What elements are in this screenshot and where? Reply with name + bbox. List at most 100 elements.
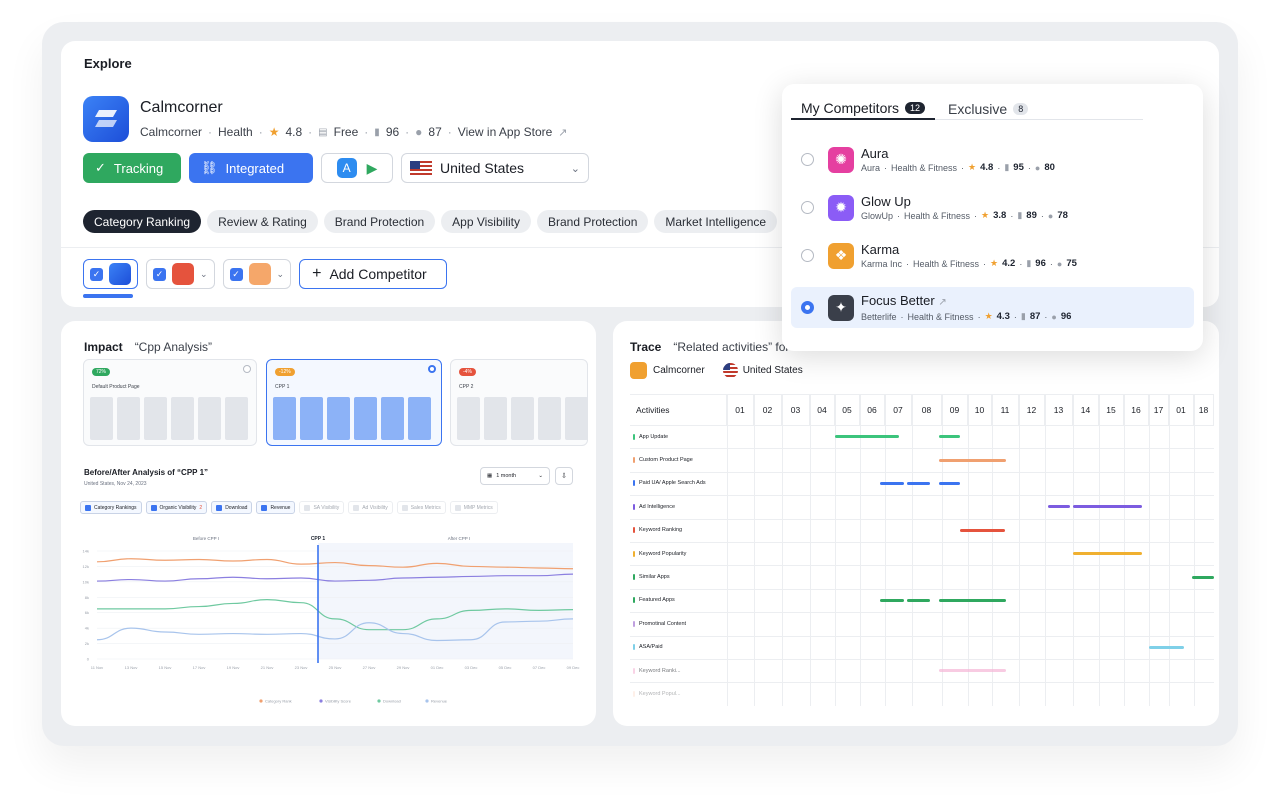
competitor-rank: 87 xyxy=(1029,311,1041,322)
activity-bar[interactable] xyxy=(939,482,961,485)
competitor-app-icon: ✹ xyxy=(828,194,854,221)
tab-exclusive[interactable]: Exclusive 8 xyxy=(938,98,1038,120)
competitor-option[interactable]: ✺ Aura Aura · Health & Fitness · ★ 4.8 · ▮ 95 · ● 80 xyxy=(791,139,1194,180)
checkbox-icon[interactable] xyxy=(85,504,91,511)
app-store-link[interactable]: View in App Store xyxy=(457,125,553,139)
activity-row-label[interactable]: Ad Intelligence xyxy=(630,495,727,518)
activity-bar[interactable] xyxy=(1149,645,1184,649)
x-tick-label: 15 Nov xyxy=(159,665,172,670)
competitor-chip-2[interactable]: ✓ ⌄ xyxy=(222,259,292,289)
metric-filter-chip[interactable]: MMP Metrics xyxy=(449,501,498,514)
checkbox-icon[interactable] xyxy=(401,504,408,511)
app-developer[interactable]: Calmcorner xyxy=(140,125,203,139)
metric-filter-chip[interactable]: SA Visibility xyxy=(299,501,345,514)
activity-row-label[interactable]: Paid UA/ Apple Search Ads xyxy=(630,472,727,495)
activity-color-marker xyxy=(633,644,635,651)
external-link-icon[interactable]: ↗ xyxy=(558,126,568,139)
country-selector[interactable]: United States ⌄ xyxy=(401,153,589,183)
activity-bar[interactable] xyxy=(939,669,1006,673)
checkbox-icon[interactable] xyxy=(304,504,311,511)
cpp-card-default[interactable]: 72% Default Product Page xyxy=(83,359,257,446)
activity-bar[interactable] xyxy=(1047,505,1071,509)
activity-bar[interactable] xyxy=(960,528,1006,532)
cpp-marker-label: CPP 1 xyxy=(311,536,326,542)
app-store-icon[interactable]: A xyxy=(336,158,357,178)
tracking-button[interactable]: ✓ Tracking xyxy=(83,153,181,183)
activity-bar[interactable] xyxy=(906,482,930,485)
activity-bar[interactable] xyxy=(939,435,961,439)
activity-bar[interactable] xyxy=(939,458,1006,462)
activity-row-label[interactable]: App Update xyxy=(630,425,727,448)
activity-bar[interactable] xyxy=(1191,575,1214,579)
chevron-down-icon[interactable]: ⌄ xyxy=(276,268,285,279)
competitor-chip-1[interactable]: ✓ ⌄ xyxy=(146,259,215,289)
cpp-radio-selected[interactable] xyxy=(428,365,436,373)
period-selector[interactable]: ▦ 1 month ⌄ xyxy=(480,467,550,485)
radio-button[interactable] xyxy=(801,301,814,314)
checkbox-checked-icon[interactable]: ✓ xyxy=(90,267,103,281)
integrated-button[interactable]: ⛓ Integrated xyxy=(189,153,313,183)
activity-row-label[interactable]: ASA/Paid xyxy=(630,636,727,659)
grid-column-line xyxy=(1169,395,1170,706)
tab-my-competitors[interactable]: My Competitors 12 xyxy=(791,98,936,120)
tab-brand-protection[interactable]: Brand Protection xyxy=(323,210,436,233)
cpp-card-2[interactable]: -4% CPP 2 xyxy=(450,359,588,446)
google-play-icon[interactable]: ▶ xyxy=(366,159,378,176)
tab-review-rating[interactable]: Review & Rating xyxy=(207,210,318,233)
activity-row-label[interactable]: Promotinal Content xyxy=(630,612,727,635)
cpp-card-1[interactable]: -12% CPP 1 xyxy=(266,359,442,446)
tab-market-intelligence[interactable]: Market Intelligence xyxy=(654,210,778,233)
activity-row-label[interactable]: Featured Apps xyxy=(630,589,727,612)
grid-row-line xyxy=(630,495,1214,497)
grid-column-line xyxy=(968,395,969,706)
cpp-radio[interactable] xyxy=(243,365,251,373)
checkbox-icon[interactable] xyxy=(454,504,461,511)
activity-bar[interactable] xyxy=(1073,505,1142,509)
activity-row-label[interactable]: Keyword Popul... xyxy=(630,682,727,705)
activity-bar[interactable] xyxy=(939,599,1006,602)
checkbox-checked-icon[interactable]: ✓ xyxy=(229,267,243,281)
activity-row-label[interactable]: Keyword Popularity xyxy=(630,542,727,565)
activity-bar[interactable] xyxy=(1073,552,1142,556)
tab-category-ranking[interactable]: Category Ranking xyxy=(83,210,202,233)
checkbox-icon[interactable] xyxy=(150,504,157,511)
activity-row-label[interactable]: Custom Product Page xyxy=(630,448,727,471)
radio-button[interactable] xyxy=(801,153,814,166)
metric-filter-chip[interactable]: Download xyxy=(211,501,253,514)
rank-icon: ▮ xyxy=(374,126,380,138)
competitor-chip-main[interactable]: ✓ xyxy=(83,259,138,289)
activity-row-label[interactable]: Keyword Ranking xyxy=(630,519,727,542)
checkbox-checked-icon[interactable]: ✓ xyxy=(153,267,166,281)
activity-bar[interactable] xyxy=(906,599,930,602)
activity-bar[interactable] xyxy=(880,599,904,602)
metric-filter-chip[interactable]: Revenue xyxy=(256,501,296,514)
metric-filter-chip[interactable]: Sales Metrics xyxy=(396,501,446,514)
checkbox-icon[interactable] xyxy=(261,504,268,511)
grid-column-line xyxy=(782,395,783,706)
checkbox-icon[interactable] xyxy=(353,504,360,511)
external-link-icon[interactable]: ↗ xyxy=(938,297,947,308)
activity-bar[interactable] xyxy=(880,482,904,485)
radio-button[interactable] xyxy=(801,249,814,262)
competitor-option[interactable]: ❖ Karma Karma Inc · Health & Fitness · ★ 4.2 · ▮ 9… xyxy=(791,235,1194,276)
chevron-down-icon[interactable]: ⌄ xyxy=(200,268,208,279)
add-competitor-button[interactable]: + Add Competitor xyxy=(299,259,448,289)
competitor-option[interactable]: ✹ Glow Up GlowUp · Health & Fitness · ★ 3.8 · ▮ 89… xyxy=(791,187,1194,228)
checkbox-icon[interactable] xyxy=(216,504,223,511)
activity-row-label[interactable]: Similar Apps xyxy=(630,565,727,588)
tab-app-visibility[interactable]: App Visibility xyxy=(441,210,531,233)
activity-bar[interactable] xyxy=(835,435,899,439)
activity-row-label[interactable]: Keyword Ranki... xyxy=(630,659,727,682)
radio-button[interactable] xyxy=(801,201,814,214)
download-icon[interactable]: ⇩ xyxy=(555,467,573,485)
metric-filter-chip[interactable]: Organic Visibility 2 xyxy=(145,501,208,514)
grid-row-line xyxy=(630,612,1214,614)
store-selector[interactable]: A ▶ xyxy=(321,153,393,183)
cpp-screenshots xyxy=(457,397,587,440)
metric-filter-chip[interactable]: Ad Visibility xyxy=(348,501,393,514)
metric-filter-chip[interactable]: Category Rankings xyxy=(80,501,142,514)
grid-row-line xyxy=(630,425,1214,426)
cpp-badge: -12% xyxy=(275,368,295,376)
competitor-option[interactable]: ✦ Focus Better ↗ Betterlife · Health & Fitne… xyxy=(791,287,1194,328)
tab-brand-protection-2[interactable]: Brand Protection xyxy=(536,210,649,233)
